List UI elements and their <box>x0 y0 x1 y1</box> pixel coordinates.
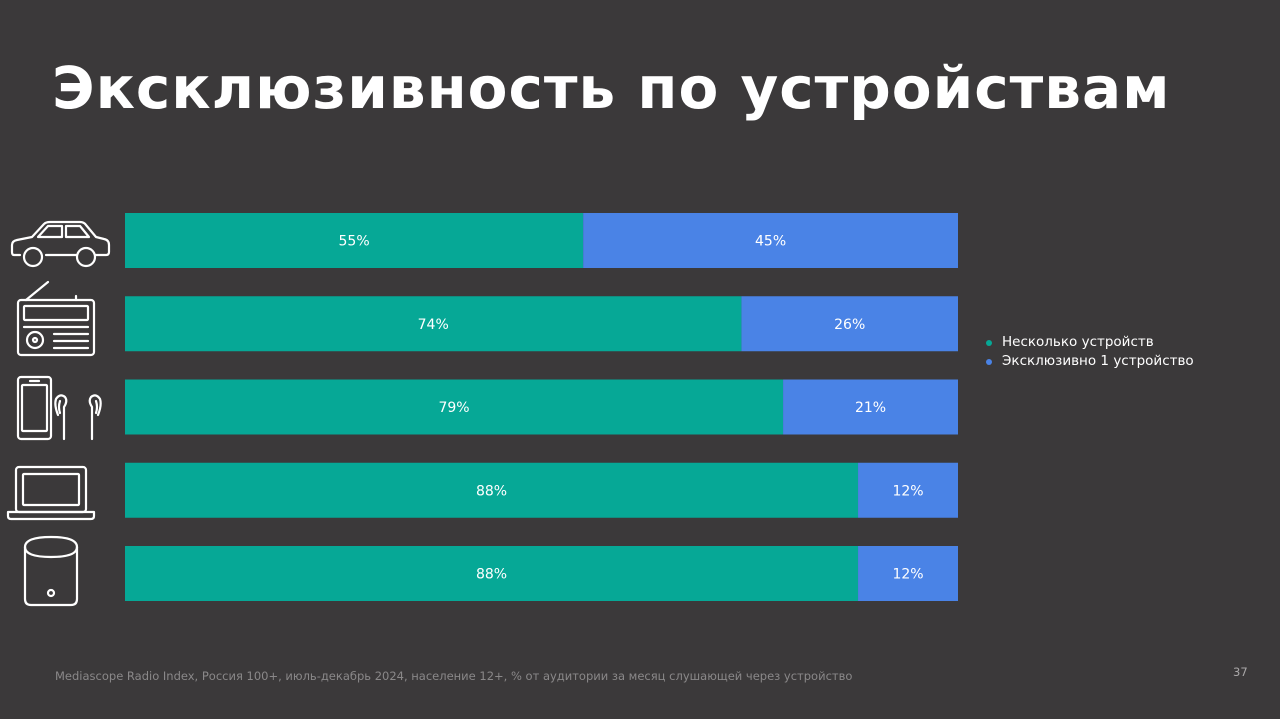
bar-exclusive-one-device-5 <box>858 546 958 601</box>
data-label-exclusive-one-device-5: 12% <box>892 567 923 583</box>
smart-speaker-icon <box>23 535 79 607</box>
bar-multiple-devices-2 <box>125 296 742 352</box>
bar-exclusive-one-device-2 <box>741 296 958 352</box>
bar-exclusive-one-device-1 <box>583 213 958 268</box>
bar-multiple-devices-3 <box>125 379 784 435</box>
bar-multiple-devices-5 <box>125 546 859 601</box>
data-label-exclusive-one-device-1: 45% <box>755 234 786 250</box>
page-title: Эксклюзивность по устройствам <box>52 54 1171 122</box>
legend-item-exclusive-one-device: Эксклюзивно 1 устройство <box>986 352 1194 371</box>
legend-item-multiple-devices: Несколько устройств <box>986 333 1194 352</box>
smartphone-earbuds-icon <box>16 375 102 441</box>
page-number: 37 <box>1233 665 1248 679</box>
bar-multiple-devices-1 <box>125 213 584 268</box>
legend: Несколько устройств Эксклюзивно 1 устрой… <box>986 333 1194 371</box>
data-label-exclusive-one-device-3: 21% <box>855 400 886 416</box>
legend-label-exclusive-one-device: Эксклюзивно 1 устройство <box>1002 353 1194 369</box>
data-label-multiple-devices-5: 88% <box>476 567 507 583</box>
data-label-multiple-devices-3: 79% <box>438 400 469 416</box>
source-footnote: Mediascope Radio Index, Россия 100+, июл… <box>55 669 853 683</box>
data-label-exclusive-one-device-4: 12% <box>892 483 923 499</box>
bar-multiple-devices-4 <box>125 462 859 518</box>
legend-dot-exclusive-one-device <box>986 358 992 365</box>
legend-dot-multiple-devices <box>986 339 992 346</box>
laptop-icon <box>6 465 96 521</box>
data-label-multiple-devices-4: 88% <box>476 483 507 499</box>
car-icon <box>10 220 111 268</box>
data-label-multiple-devices-2: 74% <box>418 317 449 333</box>
legend-label-multiple-devices: Несколько устройств <box>1002 334 1154 350</box>
data-label-multiple-devices-1: 55% <box>339 234 370 250</box>
bar-exclusive-one-device-4 <box>858 462 958 518</box>
data-label-exclusive-one-device-2: 26% <box>834 317 865 333</box>
bar-exclusive-one-device-3 <box>783 379 958 435</box>
radio-icon <box>16 280 96 357</box>
